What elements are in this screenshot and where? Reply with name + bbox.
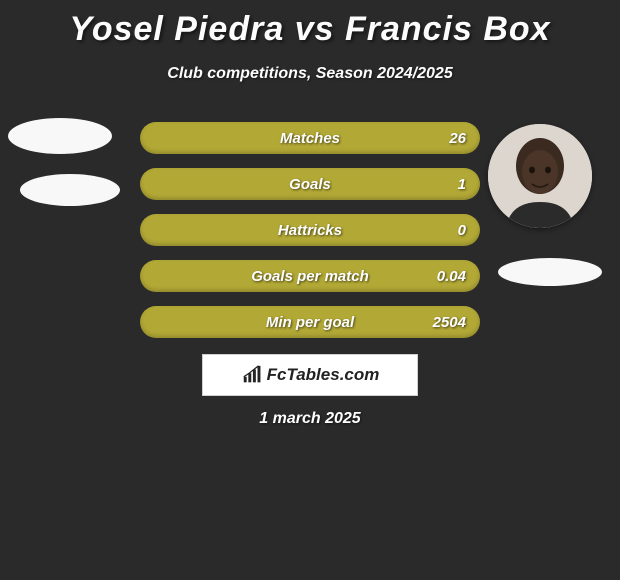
- bar-chart-icon: [241, 364, 263, 386]
- stat-value: 2504: [433, 314, 466, 331]
- stat-row-goals: Goals 1: [140, 168, 480, 200]
- player-left-avatar-1: [8, 118, 112, 154]
- stat-label: Goals: [289, 176, 331, 193]
- stats-bars: Matches 26 Goals 1 Hattricks 0 Goals per…: [140, 122, 480, 352]
- branding-tag[interactable]: FcTables.com: [202, 354, 418, 396]
- stat-row-goals-per-match: Goals per match 0.04: [140, 260, 480, 292]
- date-label: 1 march 2025: [0, 410, 620, 428]
- stat-value: 0.04: [437, 268, 466, 285]
- stat-row-min-per-goal: Min per goal 2504: [140, 306, 480, 338]
- player-left-avatar-2: [20, 174, 120, 206]
- stat-row-matches: Matches 26: [140, 122, 480, 154]
- stat-label: Min per goal: [266, 314, 354, 331]
- page-subtitle: Club competitions, Season 2024/2025: [0, 65, 620, 83]
- player-right-avatar-2: [498, 258, 602, 286]
- player-right-avatar-1: [488, 124, 592, 228]
- stat-label: Matches: [280, 130, 340, 147]
- stat-value: 1: [458, 176, 466, 193]
- stat-label: Goals per match: [251, 268, 369, 285]
- stat-label: Hattricks: [278, 222, 342, 239]
- stat-value: 26: [449, 130, 466, 147]
- page-title: Yosel Piedra vs Francis Box: [0, 0, 620, 49]
- stat-value: 0: [458, 222, 466, 239]
- stat-row-hattricks: Hattricks 0: [140, 214, 480, 246]
- branding-label: FcTables.com: [267, 365, 380, 385]
- avatar-icon: [488, 124, 592, 228]
